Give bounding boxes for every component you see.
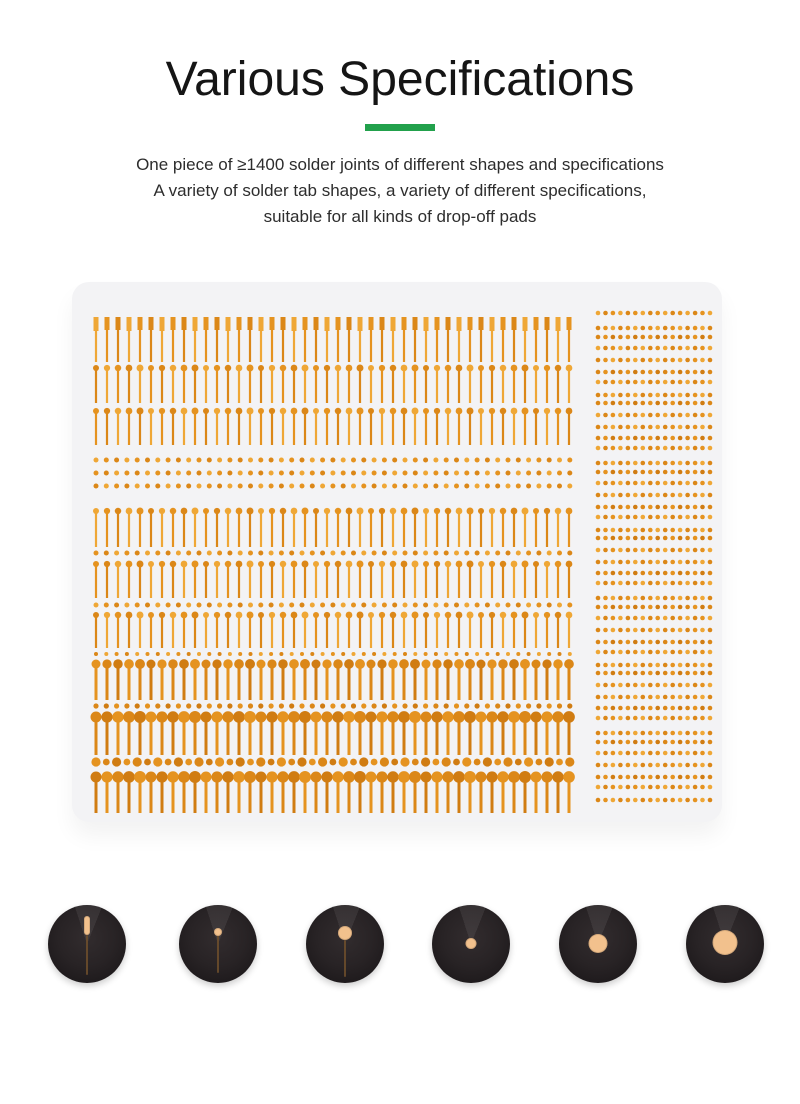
solder-pad-disc-micro-dot (179, 905, 257, 983)
description: One piece of ≥1400 solder joints of diff… (0, 152, 800, 230)
solder-pin-row (93, 364, 573, 403)
solder-dot-row (94, 652, 572, 656)
solder-pad-disc-small-dot (306, 905, 384, 983)
solder-pin-row (91, 659, 574, 700)
solder-dot-row (93, 483, 573, 489)
solder-dot-row (93, 550, 573, 556)
solder-pin-row (93, 611, 573, 648)
description-line-1: One piece of ≥1400 solder joints of diff… (136, 155, 664, 174)
solder-pin-row (93, 317, 572, 362)
pad-stem-line (86, 935, 88, 975)
solder-pad-disc-xl-dot (686, 905, 764, 983)
pad-center-dot-icon (588, 933, 608, 953)
solder-pin-row (93, 507, 573, 547)
pad-center-dot-icon (338, 926, 352, 940)
pad-center-dot-icon (712, 929, 738, 955)
solder-dot-row (93, 470, 573, 476)
solder-pin-row (93, 407, 573, 445)
pad-center-bar-icon (84, 915, 90, 935)
title-underline (365, 124, 435, 131)
description-line-2: A variety of solder tab shapes, a variet… (153, 181, 647, 200)
solder-dot-row (91, 757, 575, 767)
solder-pad-disc-medium-dot (432, 905, 510, 983)
description-line-3: suitable for all kinds of drop-off pads (263, 207, 537, 226)
pad-center-dot-icon (465, 937, 477, 949)
pad-stem-line (344, 940, 346, 977)
solder-joint-graphic (90, 310, 713, 813)
solder-dot-row (93, 457, 573, 463)
solder-pin-row (90, 711, 575, 755)
solder-pin-row (93, 560, 573, 598)
solder-pad-disc-large-dot (559, 905, 637, 983)
solder-joint-sheet (72, 282, 722, 822)
pad-stem-line (217, 935, 219, 973)
solder-dot-grid (595, 310, 713, 803)
page-title: Various Specifications (165, 53, 635, 106)
solder-pad-disc-flat-bar (48, 905, 126, 983)
solder-dot-row (93, 602, 573, 608)
solder-dot-row (93, 703, 573, 709)
solder-pin-row (90, 771, 575, 813)
pad-center-dot-icon (214, 928, 222, 936)
